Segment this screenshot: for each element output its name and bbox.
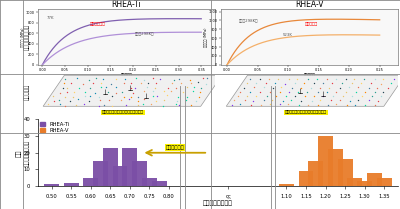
Bar — [132, 161, 147, 186]
Text: 収縮した転位履構造・高エネルギー: 収縮した転位履構造・高エネルギー — [285, 111, 327, 115]
Bar — [357, 181, 372, 186]
Title: RHEA-Ti: RHEA-Ti — [112, 0, 141, 9]
Text: 応力ーひずみ曲線: 応力ーひずみ曲線 — [24, 24, 30, 50]
Text: 転位履構造: 転位履構造 — [24, 84, 30, 100]
Bar — [367, 173, 382, 186]
Bar — [83, 178, 98, 186]
Legend: RHEA-Ti, RHEA-V: RHEA-Ti, RHEA-V — [40, 122, 70, 133]
Polygon shape — [226, 75, 400, 106]
Title: RHEA-V: RHEA-V — [295, 0, 324, 9]
Bar — [44, 184, 59, 186]
Bar — [152, 181, 167, 186]
X-axis label: 公称ひずみ: 公称ひずみ — [120, 73, 132, 77]
Text: 広がった転位履構造・低エネルギー: 広がった転位履構造・低エネルギー — [102, 111, 144, 115]
Bar — [328, 149, 343, 186]
Text: $\perp$: $\perp$ — [320, 89, 328, 99]
Text: 室温（298K）: 室温（298K） — [239, 19, 258, 23]
Bar — [308, 161, 323, 186]
Y-axis label: 分布: 分布 — [16, 149, 22, 157]
Bar — [377, 178, 392, 186]
X-axis label: 公称ひずみ: 公称ひずみ — [304, 73, 316, 77]
Text: $\perp$: $\perp$ — [142, 91, 150, 101]
Bar — [93, 161, 108, 186]
Bar — [279, 184, 294, 186]
Bar — [348, 178, 362, 186]
Text: $\perp$: $\perp$ — [101, 87, 109, 97]
Text: 転位のエネルギー: 転位のエネルギー — [24, 140, 30, 166]
Text: 77K: 77K — [47, 16, 54, 20]
Text: $\perp$: $\perp$ — [296, 86, 305, 96]
Text: 523K: 523K — [283, 33, 293, 37]
Bar — [318, 136, 333, 186]
Text: 室温（298K）: 室温（298K） — [135, 31, 155, 35]
Bar — [298, 171, 314, 186]
Bar — [122, 148, 137, 186]
Text: 室温で脆性: 室温で脆性 — [305, 22, 318, 26]
Bar — [338, 159, 352, 186]
Bar — [112, 166, 128, 186]
Bar — [179, 120, 277, 186]
Bar — [64, 183, 78, 186]
Text: $\perp$: $\perp$ — [126, 83, 134, 93]
Bar — [103, 148, 118, 186]
Text: 変形しやすい: 変形しやすい — [166, 145, 184, 150]
Polygon shape — [43, 75, 222, 106]
Text: 室温で高延性: 室温で高延性 — [89, 22, 105, 26]
Bar — [142, 178, 157, 186]
Y-axis label: 公称応力 (MPa): 公称応力 (MPa) — [204, 27, 208, 47]
Y-axis label: 公称応力 (MPa): 公称応力 (MPa) — [21, 27, 25, 47]
X-axis label: 転位のエネルギー: 転位のエネルギー — [203, 200, 233, 206]
